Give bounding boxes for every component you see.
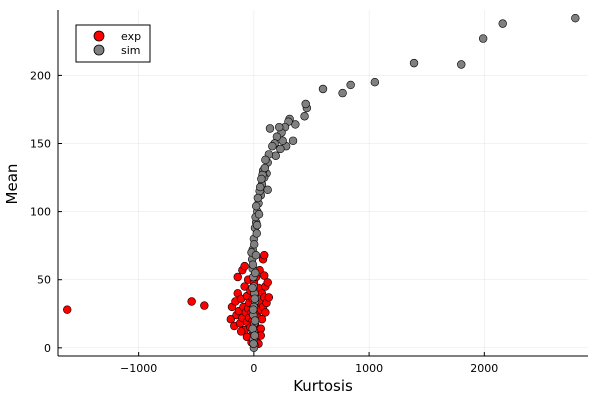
data-point-sim — [318, 84, 328, 94]
data-point-sim — [346, 80, 355, 90]
grid-lines — [58, 10, 588, 356]
data-point-exp — [226, 315, 236, 324]
data-point-sim — [250, 294, 259, 303]
data-point-sim — [252, 229, 261, 238]
data-point-sim — [301, 99, 310, 109]
data-point-sim — [254, 210, 264, 219]
y-tick-label: 0 — [44, 342, 51, 355]
data-point-sim — [288, 136, 298, 145]
data-point-sim — [271, 151, 280, 160]
x-tick-label: 2000 — [470, 362, 498, 375]
data-point-sim — [248, 283, 257, 293]
data-point-sim — [256, 182, 265, 192]
data-point-sim — [249, 339, 258, 348]
data-point-sim — [250, 240, 259, 249]
y-tick-label: 150 — [30, 137, 51, 150]
data-point-sim — [248, 260, 258, 269]
data-point-sim — [571, 13, 580, 23]
legend-marker-sim — [93, 44, 105, 56]
data-point-sim — [276, 144, 285, 154]
data-point-sim — [275, 122, 284, 132]
data-point-sim — [248, 305, 258, 314]
data-point-exp — [264, 293, 274, 302]
data-point-sim — [278, 136, 287, 145]
data-points — [63, 13, 580, 353]
legend-marker-exp — [93, 30, 105, 42]
data-point-exp — [263, 278, 272, 287]
data-point-sim — [250, 316, 260, 325]
data-point-sim — [498, 19, 507, 28]
data-point-exp — [63, 305, 72, 314]
data-point-exp — [200, 301, 209, 310]
data-point-exp — [260, 250, 269, 260]
y-tick-label: 50 — [37, 274, 51, 287]
y-tick-label: 200 — [30, 69, 51, 82]
data-point-sim — [257, 174, 266, 184]
data-point-sim — [338, 88, 347, 98]
data-point-sim — [260, 163, 270, 173]
data-point-sim — [457, 60, 466, 69]
data-point-sim — [251, 250, 261, 260]
data-point-sim — [251, 268, 260, 278]
data-point-exp — [261, 308, 270, 317]
legend-label-sim: sim — [121, 44, 141, 57]
x-tick-label: −1000 — [120, 362, 157, 375]
legend: exp sim — [75, 24, 151, 63]
x-tick-label: 0 — [250, 362, 257, 375]
data-point-exp — [236, 327, 246, 336]
data-point-sim — [250, 331, 259, 340]
data-point-sim — [253, 193, 263, 203]
legend-box — [75, 24, 151, 63]
legend-label-exp: exp — [121, 30, 141, 43]
tick-labels: −1000 0 1000 2000 0 50 100 150 200 — [30, 69, 498, 375]
axes — [57, 10, 588, 357]
x-tick-label: 1000 — [355, 362, 383, 375]
y-tick-label: 100 — [30, 206, 51, 219]
data-point-sim — [251, 201, 261, 211]
series-sim — [247, 13, 580, 353]
data-point-exp — [240, 261, 249, 271]
data-point-sim — [409, 58, 419, 68]
data-point-sim — [478, 34, 488, 43]
x-axis-label: Kurtosis — [293, 377, 353, 395]
data-point-exp — [187, 297, 196, 306]
y-axis-label: Mean — [3, 164, 21, 205]
data-point-sim — [268, 142, 277, 151]
data-point-exp — [233, 272, 242, 282]
data-point-sim — [370, 77, 380, 87]
data-point-sim — [300, 112, 309, 121]
series-exp — [63, 250, 274, 348]
data-point-sim — [252, 221, 262, 230]
data-point-sim — [263, 185, 272, 195]
data-point-sim — [265, 124, 275, 133]
data-point-exp — [260, 271, 269, 280]
data-point-sim — [261, 155, 270, 165]
